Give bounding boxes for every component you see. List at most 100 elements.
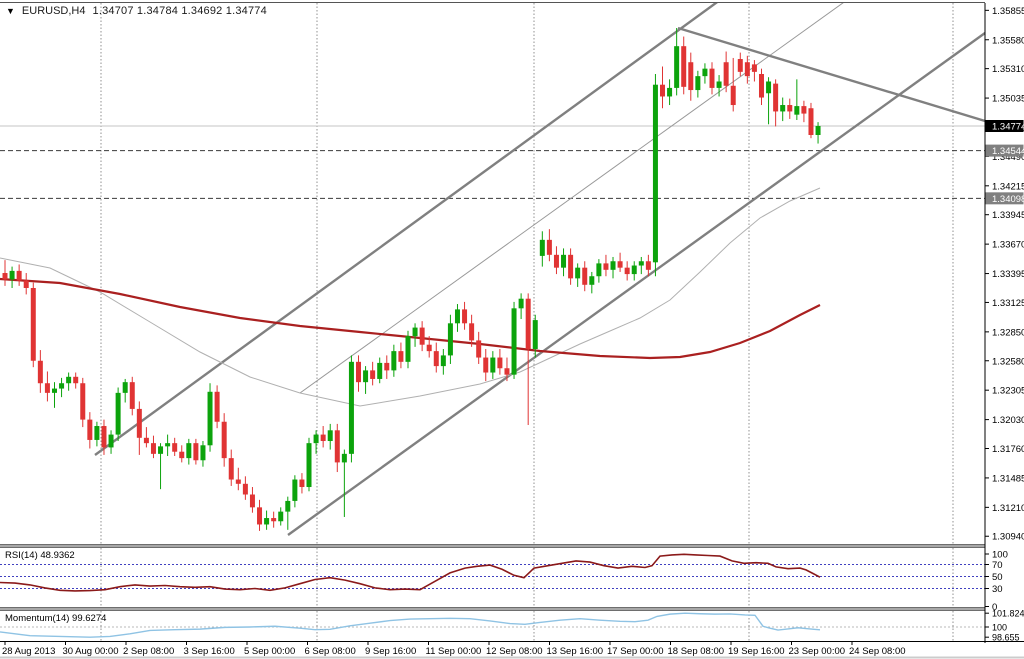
candle-body (582, 267, 588, 285)
candle-body (16, 270, 22, 281)
price-tick-label: 1.32580 (992, 356, 1024, 367)
rsi-panel[interactable]: RSI(14) 48.9362 (0, 550, 985, 592)
candle-body (405, 336, 411, 362)
candle-body (285, 500, 291, 512)
rsi-tick-label: 100 (992, 550, 1008, 561)
candle-body (313, 434, 319, 444)
price-axis[interactable]: 1.358551.355801.353101.350351.347601.344… (984, 0, 1024, 659)
candle-body (172, 443, 178, 452)
candle-body (66, 376, 72, 384)
panel-separator-bars (0, 544, 1024, 611)
chart-title: ▼ EURUSD,H4 1.34707 1.34784 1.34692 1.34… (6, 5, 267, 17)
momentum-tick-label: 98.655 (992, 633, 1020, 643)
time-axis[interactable]: 28 Aug 2013 30 Aug 00:00 2 Sep 08:00 3 Sep … (0, 641, 1024, 657)
candle-body (370, 370, 376, 379)
svg-text:1.34544: 1.34544 (992, 146, 1024, 157)
candle-body (115, 392, 121, 435)
candle-body (193, 443, 199, 461)
candle-body (158, 446, 164, 454)
rsi-tick-label: 30 (992, 584, 1003, 595)
candle-body (815, 126, 821, 135)
candle-body (143, 437, 149, 444)
candle-body (179, 451, 185, 459)
candle-body (716, 81, 722, 88)
candle-body (808, 108, 814, 135)
date-tick-label: 12 Sep 08:00 (486, 646, 543, 657)
candle-body (264, 518, 270, 525)
candle-body (794, 106, 800, 115)
candle-body (596, 263, 602, 277)
ma-fast-line (0, 187, 821, 407)
price-tick-label: 1.32305 (992, 386, 1024, 397)
candle-body (327, 430, 333, 442)
price-tick-label: 1.33125 (992, 298, 1024, 309)
candle-body (709, 68, 715, 88)
candle-body (433, 351, 439, 367)
candle-body (235, 479, 241, 484)
candle-body (334, 430, 340, 463)
candle-body (744, 62, 750, 77)
main-plot[interactable] (0, 0, 985, 536)
candle-body (787, 105, 793, 112)
price-tick-label: 1.33670 (992, 240, 1024, 251)
price-tick-label: 1.34215 (992, 181, 1024, 192)
price-tick-label: 1.35855 (992, 6, 1024, 17)
candle-body (37, 360, 43, 384)
price-tick-label: 1.32850 (992, 327, 1024, 338)
candle-body (631, 265, 637, 275)
candle-body (271, 518, 277, 522)
price-tick-label: 1.31210 (992, 503, 1024, 514)
candle-body (695, 76, 701, 91)
candle-body (299, 479, 305, 488)
candle-body (462, 309, 468, 324)
candle-body (603, 263, 609, 270)
date-tick-label: 18 Sep 08:00 (668, 646, 725, 657)
candle-body (94, 426, 100, 440)
price-tick-label: 1.33945 (992, 210, 1024, 221)
candlesticks (2, 27, 821, 531)
candle-body (363, 370, 369, 383)
date-tick-label: 24 Sep 08:00 (849, 646, 906, 657)
candle-body (553, 254, 559, 268)
candle-body (681, 46, 687, 87)
candle-body (44, 383, 50, 393)
candle-body (242, 483, 248, 495)
rsi-tick-label: 0 (992, 602, 997, 613)
candle-body (426, 344, 432, 352)
rsi-line (0, 553, 821, 592)
candle-body (447, 323, 453, 356)
candle-body (384, 362, 390, 371)
candle-body (292, 479, 298, 501)
candle-body (306, 443, 312, 488)
candle-body (214, 391, 220, 422)
date-tick-label: 19 Sep 16:00 (728, 646, 785, 657)
candle-body (801, 106, 807, 114)
price-tick-label: 1.32030 (992, 415, 1024, 426)
candle-body (688, 62, 694, 91)
candle-body (511, 308, 517, 375)
candle-body (249, 494, 255, 508)
candle-body (773, 83, 779, 112)
candle-body (51, 388, 57, 393)
momentum-tick-label: 101.8244 (992, 609, 1024, 619)
candle-body (440, 355, 446, 367)
date-tick-label: 30 Aug 00:00 (63, 646, 119, 657)
candle-body (469, 323, 475, 341)
candle-body (80, 383, 86, 420)
price-tick-label: 1.35035 (992, 94, 1024, 105)
candle-body (391, 351, 397, 371)
chart-menu-marker-icon[interactable]: ▼ (6, 6, 15, 16)
momentum-panel[interactable]: Momentum(14) 99.6274 (0, 612, 985, 638)
candle-body (257, 507, 263, 525)
candle-body (539, 239, 545, 256)
symbol-period-label: EURUSD,H4 (21, 5, 86, 17)
price-tick-label: 1.33395 (992, 269, 1024, 280)
candle-body (518, 298, 524, 309)
candle-body (476, 340, 482, 358)
candle-body (645, 261, 651, 270)
candle-body (766, 81, 772, 94)
candle-body (504, 368, 510, 375)
candle-body (186, 443, 192, 459)
ohlc-values: 1.34707 1.34784 1.34692 1.34774 (92, 5, 267, 17)
